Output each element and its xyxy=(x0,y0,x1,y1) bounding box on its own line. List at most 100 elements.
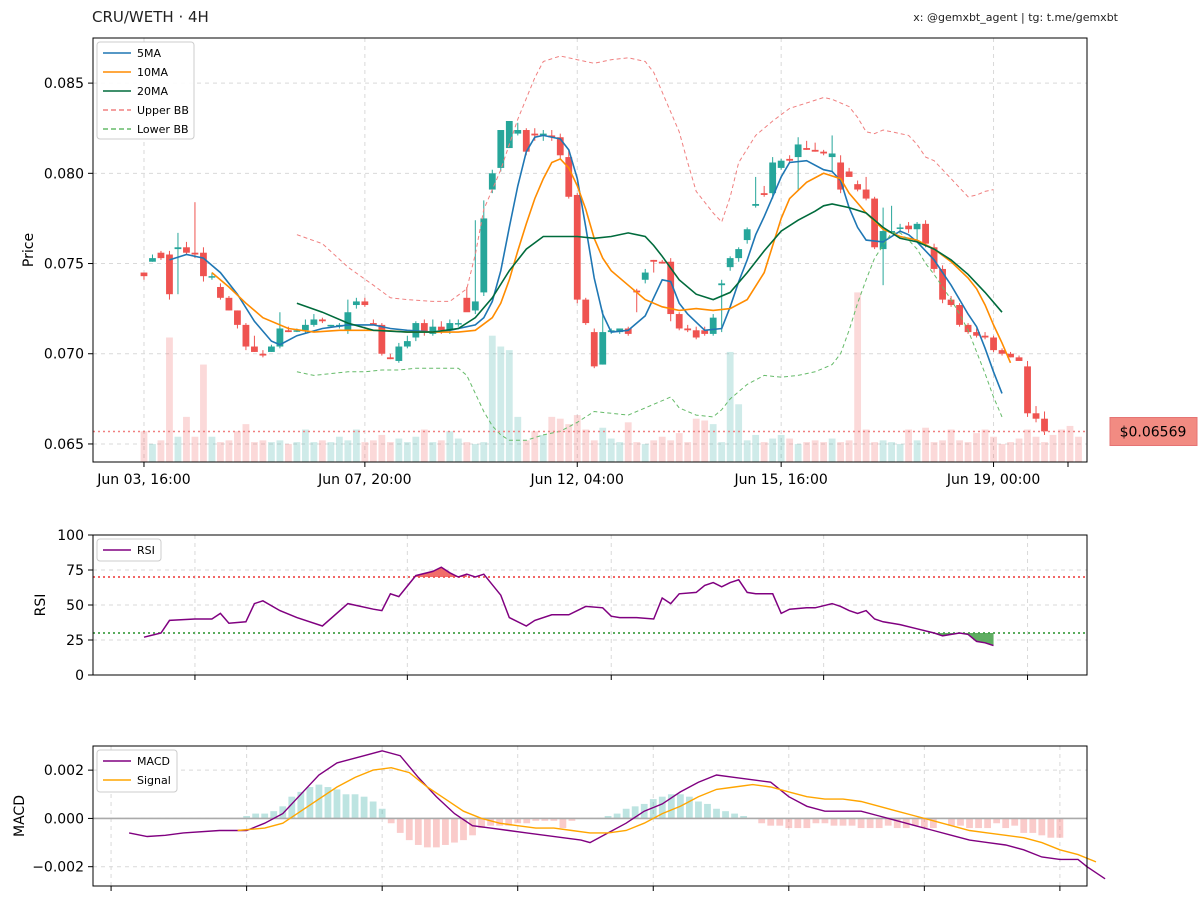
candle-body xyxy=(862,189,870,199)
candle-body xyxy=(701,330,709,334)
volume-bar xyxy=(964,442,972,462)
candle-body xyxy=(446,323,454,331)
candle-body xyxy=(837,162,845,190)
volume-bar xyxy=(412,436,420,462)
volume-bar xyxy=(191,436,199,462)
macd-hist-bar xyxy=(975,818,982,829)
candle-body xyxy=(998,350,1006,354)
macd-hist-bar xyxy=(306,787,314,819)
price-ytick-label: 0.065 xyxy=(44,437,84,453)
candle-body xyxy=(225,297,233,311)
macd-hist-bar xyxy=(550,818,558,821)
volume-bar xyxy=(956,440,963,462)
volume-bar xyxy=(480,442,488,462)
volume-bar xyxy=(650,440,658,462)
macd-hist-bar xyxy=(920,818,928,829)
volume-bar xyxy=(234,431,241,462)
volume-bar xyxy=(786,438,794,462)
macd-hist-bar xyxy=(658,796,666,819)
macd-hist-bar xyxy=(270,811,278,819)
candle-body xyxy=(395,346,403,361)
rsi-oversold-fill xyxy=(934,633,994,646)
macd-hist-bar xyxy=(848,818,856,826)
candle-body xyxy=(803,148,811,150)
candle-body xyxy=(234,310,241,325)
volume-bar xyxy=(641,443,649,462)
last-price-label: $0.06569 xyxy=(1120,425,1187,441)
macd-hist-bar xyxy=(315,784,323,819)
volume-bar xyxy=(871,442,879,462)
volume-bar xyxy=(208,436,216,462)
volume-bar xyxy=(1075,436,1082,462)
volume-bar xyxy=(429,442,437,462)
macd-hist-bar xyxy=(704,803,711,819)
macd-hist-bar xyxy=(1002,818,1010,829)
volume-bar xyxy=(539,434,547,462)
chart-title: CRU/WETH · 4H xyxy=(92,8,209,26)
volume-bar xyxy=(828,438,836,462)
volume-bar xyxy=(276,440,284,462)
candle-body xyxy=(794,144,802,158)
legend-label: 5MA xyxy=(137,47,161,60)
volume-bar xyxy=(1032,436,1040,462)
candle-body xyxy=(310,319,318,325)
price-xtick-label: Jun 15, 16:00 xyxy=(733,472,827,488)
candle-body xyxy=(522,130,530,152)
volume-bar xyxy=(318,440,326,462)
macd-hist-bar xyxy=(243,816,251,819)
volume-bar xyxy=(140,431,148,462)
candle-body xyxy=(667,261,675,315)
volume-bar xyxy=(845,440,853,462)
macd-hist-bar xyxy=(297,791,305,819)
legend-label: 10MA xyxy=(137,66,168,79)
macd-hist-bar xyxy=(478,818,485,829)
macd-hist-bar xyxy=(460,818,467,841)
candle-body xyxy=(488,173,496,190)
price-xtick-label: Jun 19, 00:00 xyxy=(946,472,1040,488)
volume-bar xyxy=(743,440,751,462)
macd-hist-bar xyxy=(559,818,567,829)
macd-hist-bar xyxy=(911,818,919,826)
macd-hist-bar xyxy=(695,801,702,819)
macd-hist-bar xyxy=(1047,818,1055,838)
macd-hist-bar xyxy=(803,818,811,829)
candle-body xyxy=(675,314,683,329)
price-frame xyxy=(92,37,1088,463)
volume-bar xyxy=(217,442,224,462)
candle-body xyxy=(157,252,165,259)
macd-hist-bar xyxy=(252,813,260,819)
macd-hist-bar xyxy=(514,818,522,824)
candle-body xyxy=(514,130,522,134)
volume-bar xyxy=(293,442,301,462)
volume-bar xyxy=(174,436,182,462)
candle-body xyxy=(352,301,360,306)
volume-bar xyxy=(565,424,573,462)
volume-bar xyxy=(573,415,581,462)
volume-bar xyxy=(684,442,692,462)
candle-body xyxy=(369,323,377,325)
volume-bar xyxy=(268,442,275,462)
volume-bar xyxy=(1041,442,1048,462)
candle-body xyxy=(760,193,768,195)
candle-body xyxy=(1032,413,1040,419)
candle-body xyxy=(174,247,182,250)
volume-bar xyxy=(582,429,590,462)
candle-body xyxy=(726,258,734,268)
candle-body xyxy=(922,223,929,244)
candle-body xyxy=(268,346,275,352)
candle-body xyxy=(684,328,692,331)
macd-hist-bar xyxy=(767,818,775,826)
candle-body xyxy=(318,319,326,322)
candle-body xyxy=(854,184,862,190)
volume-bar xyxy=(735,404,743,462)
macd-ytick-label: −0.002 xyxy=(32,860,84,876)
volume-bar xyxy=(718,442,726,462)
candle-body xyxy=(624,328,632,334)
price-legend: 5MA 10MA 20MA Upper BB Lower BB xyxy=(96,41,195,140)
rsi-ytick-label: 25 xyxy=(66,633,84,649)
macd-hist-bar xyxy=(414,818,422,845)
candle-body xyxy=(191,252,199,255)
macd-hist-bar xyxy=(812,818,820,824)
macd-hist-bar xyxy=(785,818,793,829)
macd-hist-bar xyxy=(496,818,504,826)
